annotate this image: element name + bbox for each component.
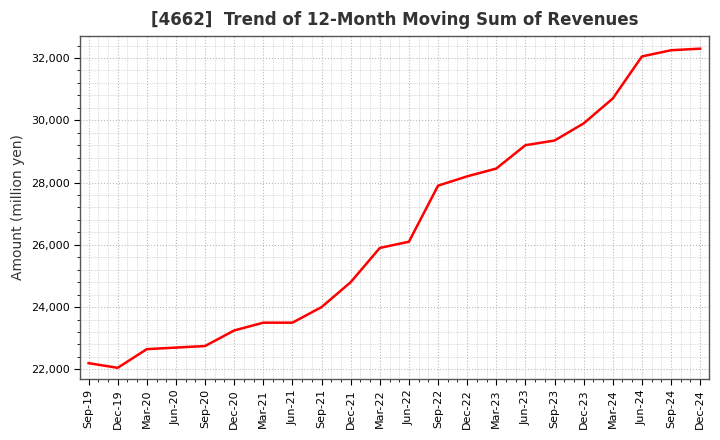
Y-axis label: Amount (million yen): Amount (million yen) bbox=[11, 135, 25, 280]
Title: [4662]  Trend of 12-Month Moving Sum of Revenues: [4662] Trend of 12-Month Moving Sum of R… bbox=[150, 11, 638, 29]
